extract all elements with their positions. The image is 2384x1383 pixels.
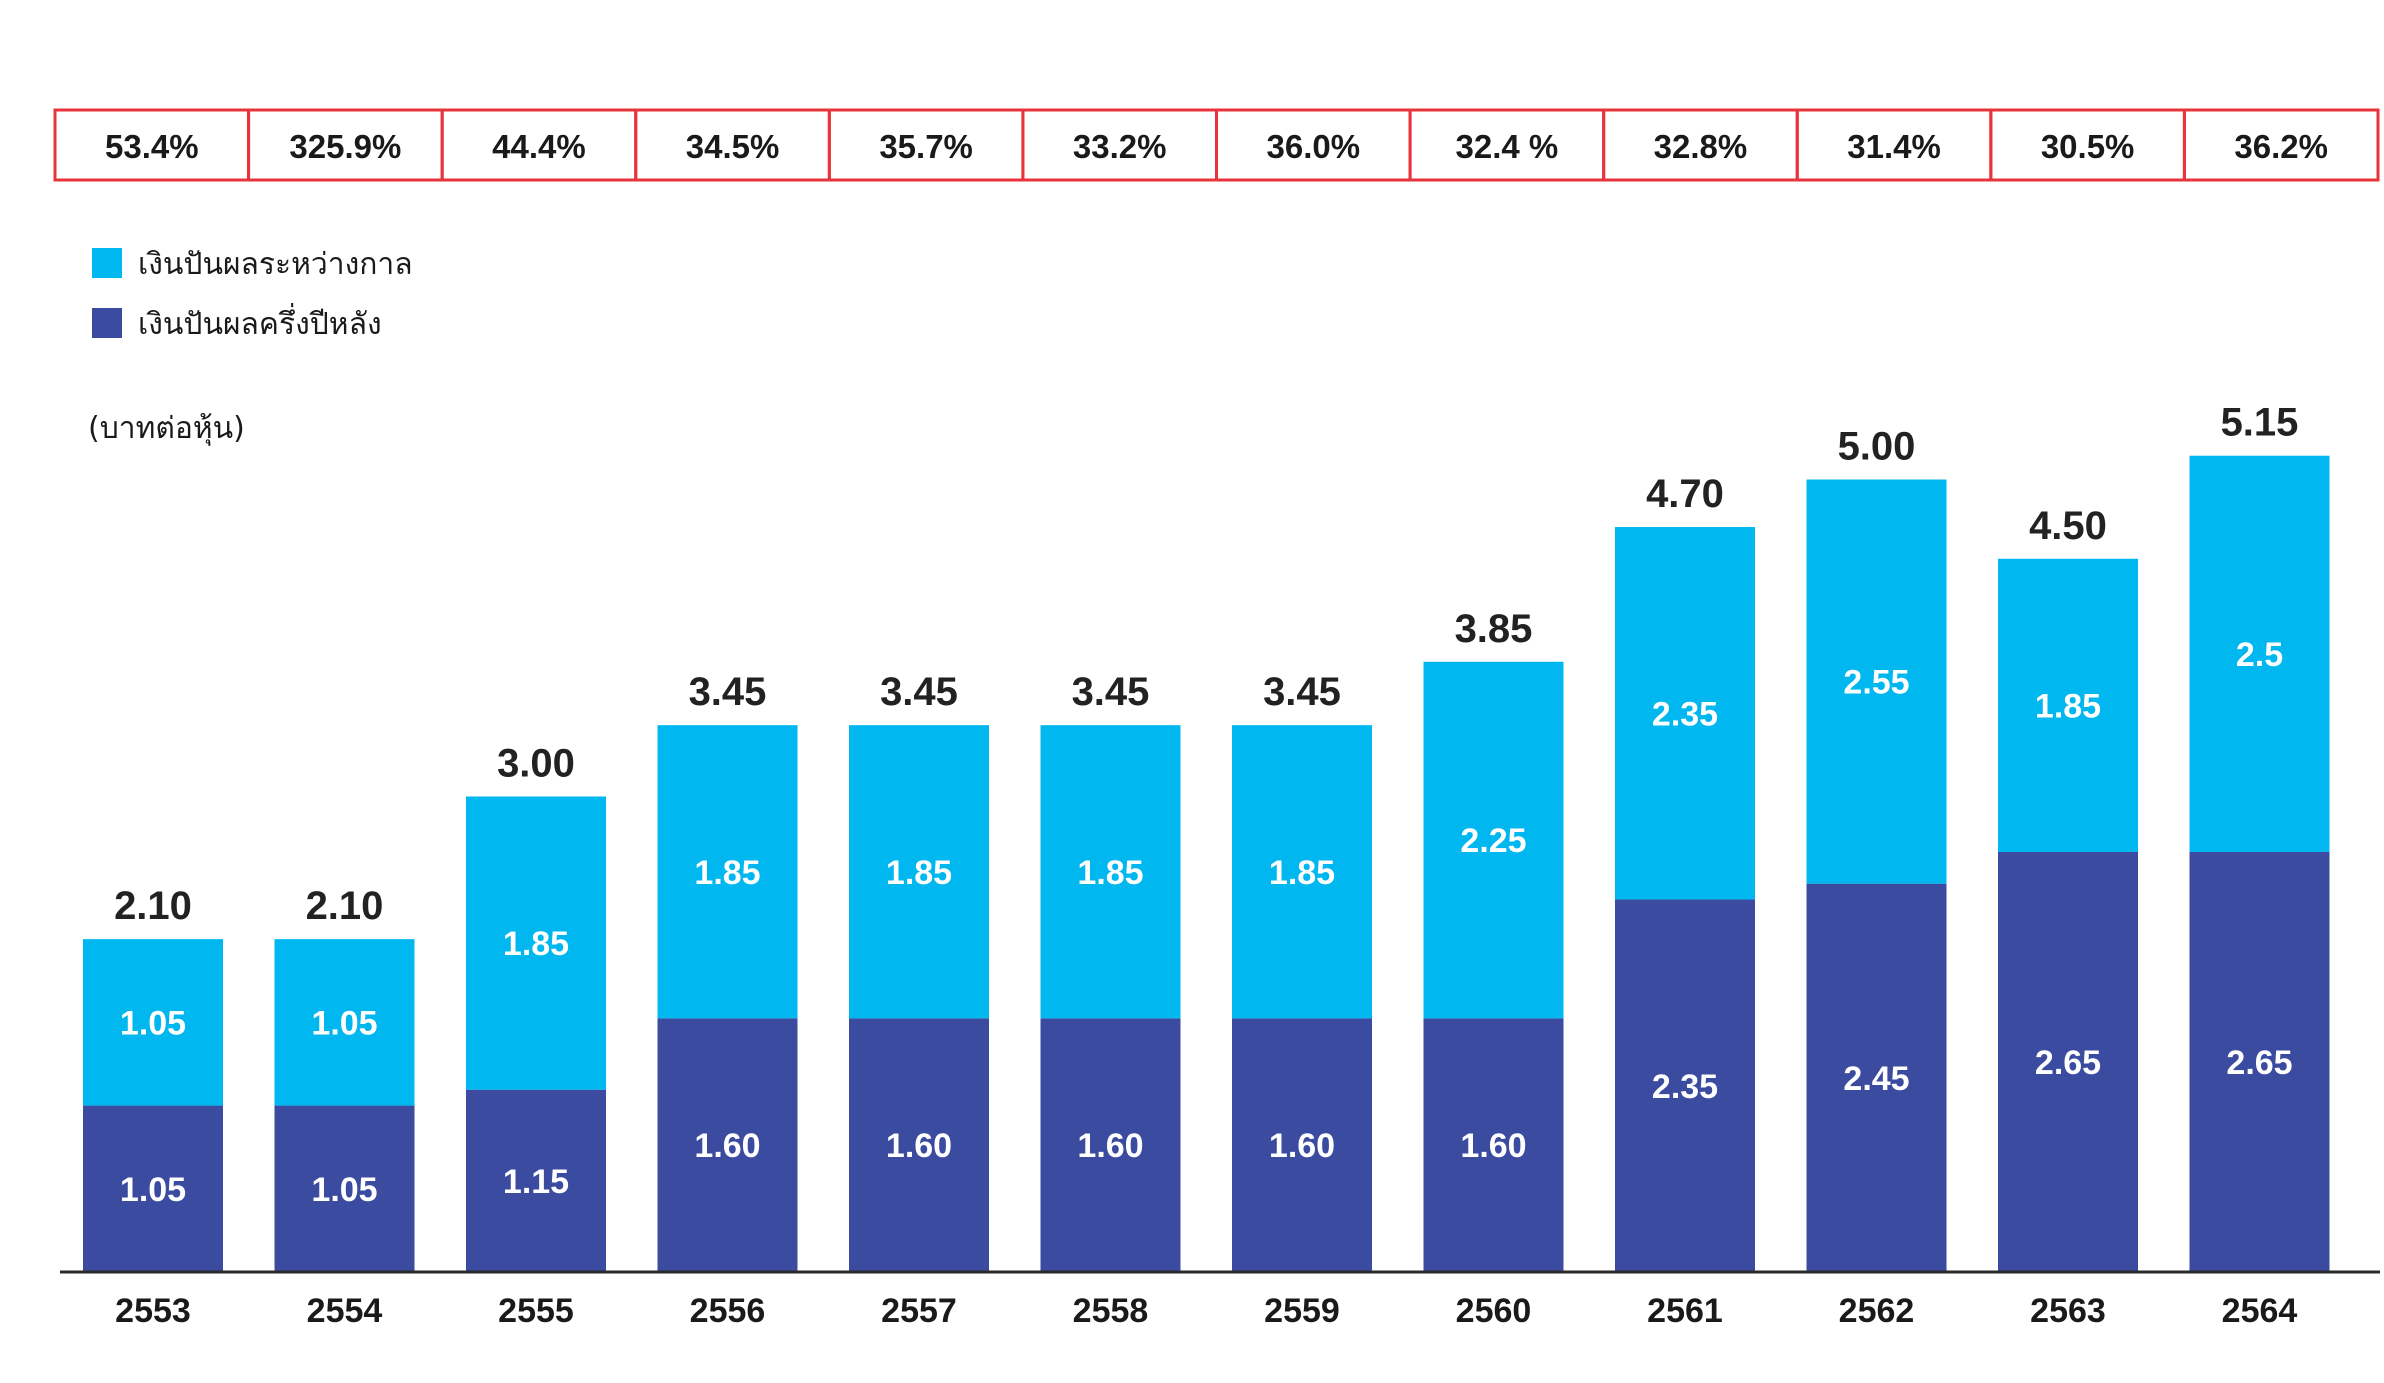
total-label: 4.50 [2029,504,2107,548]
data-label-second-half: 2.35 [1652,1068,1718,1106]
bar-interim [466,796,606,1090]
ratio-value: 35.7% [879,128,973,165]
data-label-interim: 1.85 [1269,854,1335,892]
unit-label: (บาทต่อหุ้น) [88,411,245,447]
data-label-interim: 1.85 [694,854,760,892]
data-label-second-half: 1.60 [1269,1127,1335,1165]
bar-second-half [274,1105,415,1272]
bar-interim [657,725,798,1019]
bar-interim [274,939,415,1106]
x-tick-label: 2564 [2222,1292,2298,1330]
data-label-interim: 1.05 [311,1004,377,1042]
data-label-interim: 1.05 [120,1004,186,1042]
x-tick-label: 2558 [1073,1292,1149,1330]
x-tick-label: 2557 [881,1292,957,1330]
bar-second-half [1615,899,1755,1272]
data-label-interim: 2.35 [1652,695,1718,733]
ratio-value: 32.4 % [1456,128,1559,165]
data-label-second-half: 1.60 [1460,1127,1526,1165]
total-label: 3.85 [1455,607,1533,651]
ratio-value: 44.4% [492,128,586,165]
bar-interim [1806,479,1947,884]
bar-second-half [849,1018,989,1272]
bar-second-half [1806,883,1947,1272]
bar-second-half [1998,851,2138,1272]
bar-second-half [2189,851,2330,1272]
x-tick-label: 2561 [1647,1292,1723,1330]
ratio-value: 31.4% [1847,128,1941,165]
data-label-interim: 2.55 [1843,664,1909,702]
total-label: 5.00 [1838,425,1916,469]
bar-interim [83,939,223,1106]
legend-label-second-half: เงินปันผลครึ่งปีหลัง [138,303,382,342]
data-label-second-half: 2.65 [2035,1044,2101,1082]
data-label-second-half: 1.60 [1077,1127,1143,1165]
ratio-cell [2182,108,2380,182]
data-label-second-half: 2.65 [2226,1044,2292,1082]
bar-second-half [466,1089,606,1272]
total-label: 2.10 [306,884,384,928]
x-tick-label: 2556 [690,1292,766,1330]
total-label: 3.00 [497,742,575,786]
x-tick-label: 2559 [1264,1292,1340,1330]
total-label: 2.10 [114,884,192,928]
total-label: 3.45 [1263,670,1341,714]
legend-swatch-second-half [92,308,122,338]
ratio-value: 36.0% [1267,128,1361,165]
data-label-second-half: 1.60 [886,1127,952,1165]
x-tick-label: 2563 [2030,1292,2106,1330]
x-tick-label: 2554 [307,1292,383,1330]
data-label-second-half: 1.05 [311,1171,377,1209]
total-label: 3.45 [1072,670,1150,714]
total-label: 3.45 [689,670,767,714]
payout-ratio-row: 53.4% 325.9% 44.4% 34.5% 35.7% 33.2% 36.0% 32.4… [53,108,2380,182]
ratio-value: 32.8% [1654,128,1748,165]
total-label: 4.70 [1646,472,1724,516]
total-labels: 2.10 2.10 3.00 3.45 3.45 3.45 3.45 3.85 4.70 5.00… [114,401,2298,928]
total-label: 3.45 [880,670,958,714]
bars [83,455,2330,1272]
data-label-second-half: 2.45 [1843,1060,1909,1098]
segment-labels: 1.05 1.05 1.05 1.05 1.15 1.85 1.60 1.85 1.60 1.85… [120,636,2293,1209]
bar-interim [1232,725,1372,1019]
bar-interim [1615,527,1755,900]
x-tick-label: 2562 [1839,1292,1915,1330]
bar-interim [2189,455,2330,852]
bar-second-half [1040,1018,1181,1272]
data-label-interim: 1.85 [2035,687,2101,725]
bar-interim [1040,725,1181,1019]
legend: เงินปันผลระหว่างกาล เงินปันผลครึ่งปีหลัง [92,247,413,342]
total-label: 5.15 [2221,401,2299,445]
bar-interim [1423,661,1564,1019]
data-label-interim: 2.5 [2236,636,2283,674]
ratio-value: 36.2% [2234,128,2328,165]
legend-label-interim: เงินปันผลระหว่างกาล [138,247,413,282]
data-label-interim: 1.85 [886,854,952,892]
legend-swatch-interim [92,248,122,278]
x-tick-label: 2553 [115,1292,191,1330]
x-tick-label: 2555 [498,1292,574,1330]
data-label-interim: 2.25 [1460,822,1526,860]
ratio-value: 30.5% [2041,128,2135,165]
bar-interim [849,725,989,1019]
ratio-value: 53.4% [105,128,199,165]
x-tick-label: 2560 [1456,1292,1532,1330]
data-label-second-half: 1.15 [503,1163,569,1201]
ratio-value: 34.5% [686,128,780,165]
ratio-value: 33.2% [1073,128,1167,165]
bar-second-half [83,1105,223,1272]
ratio-value: 325.9% [289,128,401,165]
data-label-interim: 1.85 [503,925,569,963]
bar-interim [1998,558,2138,852]
data-label-interim: 1.85 [1077,854,1143,892]
bar-second-half [657,1018,798,1272]
bar-second-half [1232,1018,1372,1272]
data-label-second-half: 1.05 [120,1171,186,1209]
x-axis-labels: 2553 2554 2555 2556 2557 2558 2559 2560 2561 2562… [115,1292,2297,1330]
bar-second-half [1423,1018,1564,1272]
data-label-second-half: 1.60 [694,1127,760,1165]
